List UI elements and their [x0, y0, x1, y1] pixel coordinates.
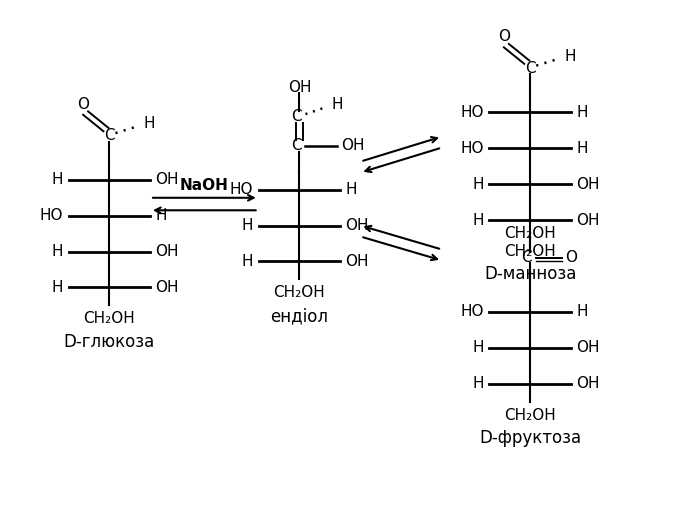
Text: CH₂OH: CH₂OH — [273, 285, 325, 300]
Text: OH: OH — [155, 280, 179, 295]
Text: CH₂OH: CH₂OH — [504, 244, 556, 259]
Text: H: H — [576, 304, 588, 320]
Text: H: H — [565, 49, 576, 64]
Text: OH: OH — [155, 244, 179, 259]
Text: OH: OH — [155, 172, 179, 187]
Text: OH: OH — [576, 376, 600, 391]
Text: D-фруктоза: D-фруктоза — [479, 429, 581, 448]
Text: C: C — [525, 60, 535, 76]
Text: NaOH: NaOH — [180, 178, 229, 193]
Text: HO: HO — [460, 141, 484, 155]
Text: H: H — [576, 141, 588, 155]
Text: C: C — [521, 250, 532, 266]
Text: OH: OH — [576, 212, 600, 228]
Text: ендiол: ендiол — [271, 307, 328, 325]
Text: CH₂OH: CH₂OH — [84, 311, 135, 327]
Text: O: O — [565, 250, 578, 266]
Text: H: H — [52, 280, 63, 295]
Text: OH: OH — [288, 80, 311, 95]
Text: HO: HO — [460, 105, 484, 119]
Text: H: H — [473, 212, 484, 228]
Text: OH: OH — [346, 254, 369, 269]
Text: CH₂OH: CH₂OH — [504, 226, 556, 240]
Text: H: H — [473, 340, 484, 356]
Text: H: H — [52, 172, 63, 187]
Text: C: C — [104, 128, 115, 143]
Text: HO: HO — [460, 304, 484, 320]
Text: HO: HO — [229, 182, 254, 197]
Text: OH: OH — [341, 138, 364, 153]
Text: H: H — [242, 218, 254, 233]
Text: H: H — [144, 116, 155, 131]
Text: C: C — [291, 109, 302, 124]
Text: OH: OH — [576, 177, 600, 192]
Text: C: C — [291, 138, 302, 153]
Text: CH₂OH: CH₂OH — [504, 408, 556, 423]
Text: H: H — [346, 182, 357, 197]
Text: O: O — [78, 97, 89, 112]
Text: H: H — [332, 97, 344, 112]
Text: OH: OH — [346, 218, 369, 233]
Text: O: O — [498, 29, 510, 44]
Text: OH: OH — [576, 340, 600, 356]
Text: D-глюкоза: D-глюкоза — [64, 333, 155, 351]
Text: D-манноза: D-манноза — [484, 266, 576, 283]
Text: HO: HO — [40, 208, 63, 223]
Text: H: H — [576, 105, 588, 119]
Text: H: H — [242, 254, 254, 269]
Text: H: H — [473, 376, 484, 391]
Text: H: H — [155, 208, 167, 223]
Text: H: H — [52, 244, 63, 259]
Text: H: H — [473, 177, 484, 192]
